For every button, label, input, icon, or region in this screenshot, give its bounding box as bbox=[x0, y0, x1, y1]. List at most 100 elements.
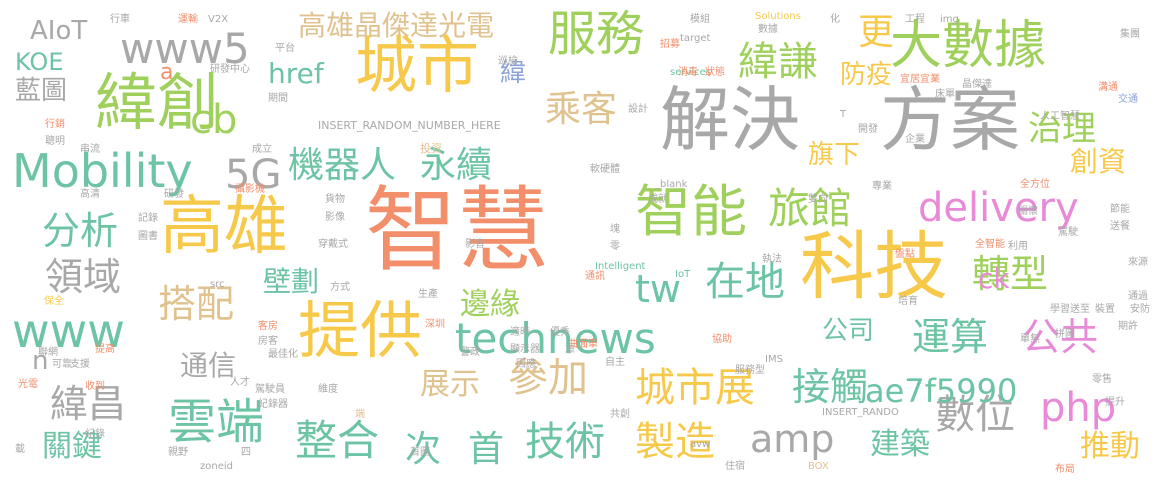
cloud-word: 研發中心 bbox=[210, 64, 250, 75]
cloud-word: T bbox=[840, 109, 847, 120]
cloud-word: 狀態 bbox=[705, 67, 725, 78]
cloud-word: 成就 bbox=[648, 194, 668, 205]
cloud-word: 服務型 bbox=[735, 365, 765, 376]
cloud-word: 科技 bbox=[800, 224, 948, 310]
cloud-word: 大數據 bbox=[890, 16, 1047, 76]
cloud-word: 共創 bbox=[610, 409, 630, 420]
cloud-word: 緯 bbox=[500, 58, 527, 88]
cloud-word: BOX bbox=[808, 461, 829, 472]
cloud-word: 模組 bbox=[690, 14, 710, 25]
cloud-word: 生產 bbox=[418, 289, 438, 300]
cloud-word: target bbox=[680, 33, 711, 44]
cloud-word: 自主 bbox=[605, 357, 625, 368]
cloud-word: 串流 bbox=[80, 144, 100, 155]
cloud-word: 駕駛員 bbox=[255, 384, 285, 395]
cloud-word: 展示 bbox=[420, 367, 480, 402]
cloud-word: 期許 bbox=[1118, 321, 1138, 332]
cloud-word: 溝通 bbox=[1098, 82, 1118, 93]
cloud-word: src bbox=[210, 279, 225, 290]
cloud-word: 拼圖 bbox=[1055, 329, 1075, 340]
cloud-word: 住宿 bbox=[725, 461, 745, 472]
cloud-word: a bbox=[160, 60, 174, 85]
cloud-word: n bbox=[32, 346, 49, 376]
cloud-word: 人工智慧 bbox=[1040, 111, 1080, 122]
cloud-word: www5 bbox=[120, 24, 250, 73]
cloud-word: 端 bbox=[355, 409, 365, 420]
cloud-word: 四 bbox=[241, 447, 251, 458]
cloud-word: 床單 bbox=[935, 89, 955, 100]
cloud-word: 首 bbox=[468, 429, 505, 470]
cloud-word: 全方位 bbox=[1020, 179, 1050, 190]
cloud-word: 警政 bbox=[460, 347, 480, 358]
cloud-word: 影像 bbox=[325, 212, 345, 223]
cloud-word: 高雄晶傑達光電 bbox=[298, 9, 495, 42]
cloud-word: 邊緣 bbox=[460, 287, 520, 322]
cloud-word: 可靠 bbox=[52, 359, 72, 370]
cloud-word: 方式 bbox=[330, 282, 350, 293]
cloud-word: 搭配 bbox=[158, 282, 235, 326]
cloud-word: 公司 bbox=[822, 316, 875, 346]
cloud-word: 旅館 bbox=[768, 184, 853, 233]
cloud-word: zoneid bbox=[200, 461, 233, 472]
cloud-word: 送餐 bbox=[1110, 221, 1130, 232]
cloud-word: 參加 bbox=[508, 355, 588, 401]
cloud-word: 通過 bbox=[1128, 291, 1148, 302]
cloud-word: Intelligent bbox=[595, 261, 646, 272]
cloud-word: 通信 bbox=[180, 349, 237, 382]
cloud-word: 塊 bbox=[610, 224, 620, 235]
cloud-word: V2X bbox=[208, 14, 229, 25]
cloud-word: ae7f5990 bbox=[865, 372, 1018, 410]
cloud-word: 高清 bbox=[80, 189, 100, 200]
cloud-word: 行銷 bbox=[45, 119, 65, 130]
cloud-word: 零 bbox=[610, 241, 620, 252]
cloud-word: 防疫 bbox=[840, 60, 893, 90]
cloud-word: 軟硬體 bbox=[590, 164, 620, 175]
cloud-word: 運算 bbox=[912, 315, 989, 359]
cloud-word: 專業 bbox=[872, 181, 892, 192]
cloud-word: 單無 bbox=[1020, 334, 1040, 345]
cloud-word: delivery bbox=[918, 185, 1079, 231]
cloud-word: INSERT_RANDO bbox=[822, 407, 899, 418]
cloud-word: 雙向 bbox=[808, 194, 828, 205]
cloud-word: amp bbox=[750, 417, 835, 461]
cloud-word: 貨物 bbox=[325, 194, 345, 205]
cloud-word: 紀錄 bbox=[85, 429, 105, 440]
cloud-word: 穿戴式 bbox=[318, 239, 348, 250]
cloud-word: 首圖 bbox=[410, 447, 430, 458]
cloud-word: 支援 bbox=[70, 359, 90, 370]
cloud-word: 裝置 bbox=[1095, 304, 1115, 315]
cloud-word: href bbox=[268, 57, 324, 90]
cloud-word: 適時 bbox=[510, 327, 530, 338]
cloud-word: php bbox=[1040, 385, 1117, 431]
cloud-word: 安防 bbox=[1130, 304, 1150, 315]
cloud-word: 企業 bbox=[905, 134, 925, 145]
cloud-word: 車 bbox=[565, 345, 575, 356]
cloud-word: 永續 bbox=[420, 145, 493, 186]
cloud-word: 機器人 bbox=[288, 145, 397, 186]
cloud-word: 製造 bbox=[635, 419, 715, 465]
cloud-word: tw bbox=[635, 267, 681, 311]
cloud-word: 學習 bbox=[1050, 304, 1070, 315]
cloud-word: 送至 bbox=[1070, 304, 1090, 315]
cloud-word: 服務 bbox=[548, 6, 645, 62]
cloud-word: services bbox=[670, 67, 712, 78]
cloud-word: 深圳 bbox=[425, 319, 445, 330]
cloud-word: 影音 bbox=[465, 239, 485, 250]
cloud-word: 集團 bbox=[1120, 29, 1140, 40]
cloud-word: 成立 bbox=[252, 144, 272, 155]
cloud-word: 公共 bbox=[1022, 315, 1099, 359]
cloud-word: 盤點 bbox=[895, 249, 915, 260]
cloud-word: 交通 bbox=[1118, 94, 1138, 105]
cloud-word: 更 bbox=[858, 12, 895, 53]
cloud-word: 圖書 bbox=[138, 231, 158, 242]
cloud-word: 在地 bbox=[705, 259, 785, 305]
cloud-word: 分析 bbox=[42, 209, 119, 253]
cloud-word: 工程 bbox=[905, 14, 925, 25]
cloud-word: 全智能 bbox=[975, 239, 1005, 250]
cloud-word: 攝影機 bbox=[235, 184, 265, 195]
cloud-word: 關懷 bbox=[1018, 206, 1038, 217]
cloud-word: 宜居宜業 bbox=[900, 74, 940, 85]
cloud-word: 駕駛 bbox=[1058, 227, 1078, 238]
cloud-word: 房客 bbox=[258, 336, 278, 347]
cloud-word: 協助 bbox=[712, 334, 732, 345]
